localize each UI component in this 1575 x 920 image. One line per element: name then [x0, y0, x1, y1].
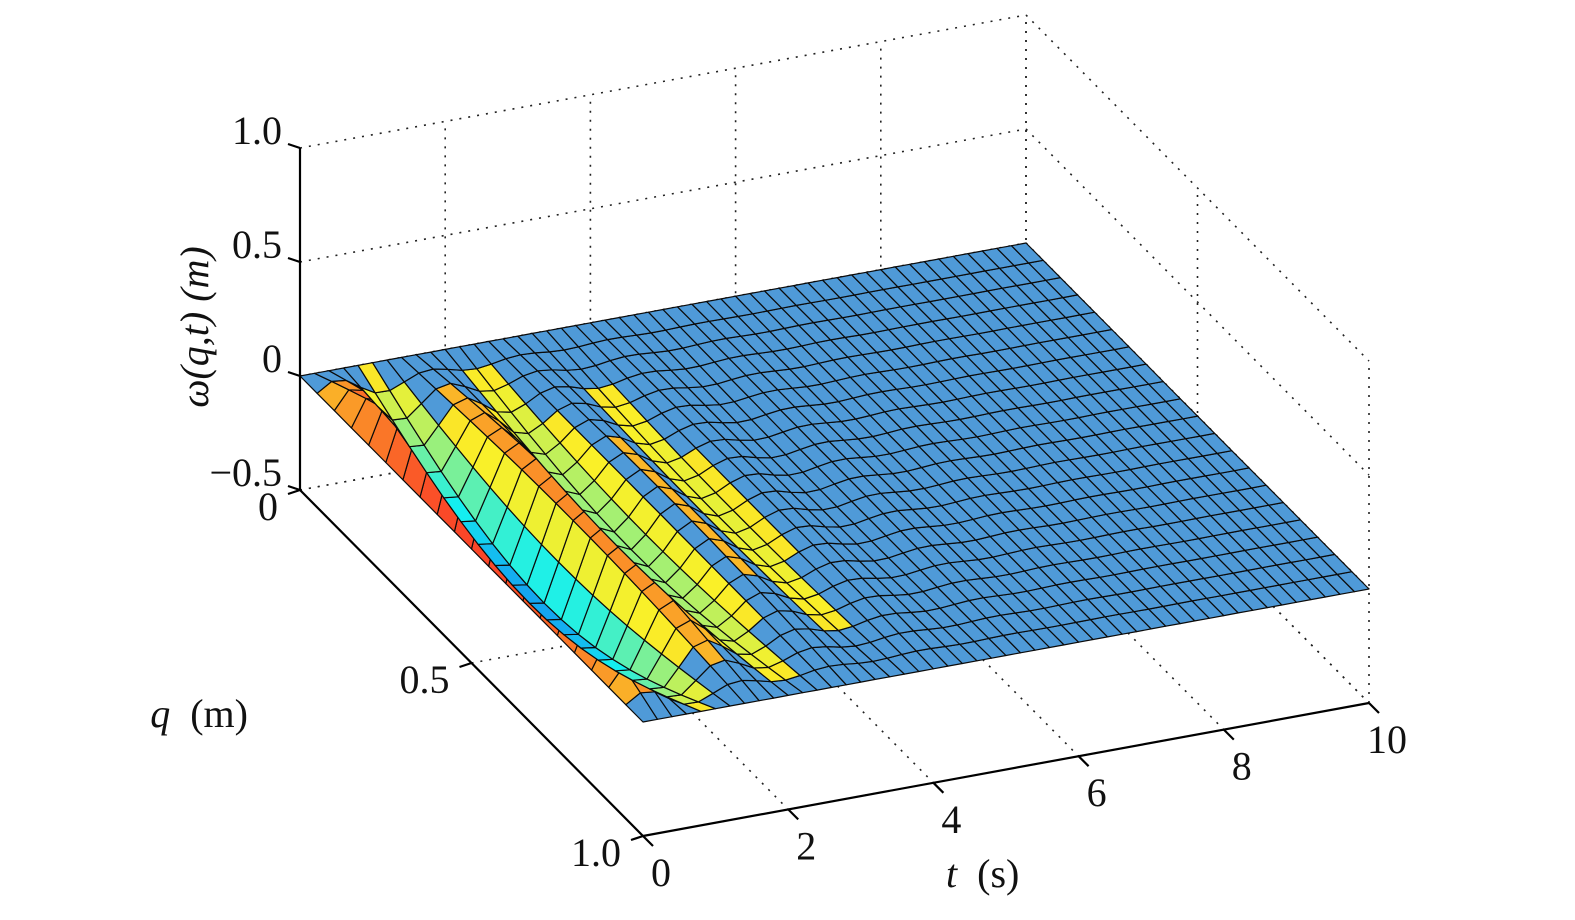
t-tick-label: 8 [1232, 744, 1252, 789]
t-tick-mark [787, 808, 799, 821]
t-axis-unit: (s) [977, 851, 1019, 896]
q-axis-label: q (m) [150, 691, 248, 736]
z-tick-label: 0 [262, 336, 282, 381]
grid-line-z-back-3 [299, 14, 1027, 149]
t-tick-mark [1077, 755, 1090, 767]
t-tick-label: 6 [1087, 770, 1107, 815]
surface-mesh [299, 242, 1370, 723]
q-axis-variable: q [150, 691, 170, 736]
z-tick-mark [287, 370, 301, 378]
grid-line-z-back-2 [299, 128, 1027, 263]
z-tick-label: 1.0 [232, 108, 282, 153]
t-tick-mark [1368, 702, 1380, 714]
grid-line-z-side-3 [1025, 14, 1370, 362]
grid-line-z-side-2 [1025, 128, 1370, 476]
q-tick-label: 0 [258, 484, 278, 529]
z-tick-label: 0.5 [232, 222, 282, 267]
q-tick-mark [630, 834, 644, 842]
z-tick-mark [287, 256, 301, 264]
t-axis-label: t (s) [946, 851, 1019, 896]
t-tick-label: 2 [796, 823, 816, 868]
labels-layer: ω(q,t) (m) q (m) t (s) [150, 246, 1019, 896]
q-axis-unit: (m) [190, 691, 248, 736]
t-tick-mark [642, 835, 654, 847]
t-tick-mark [1223, 728, 1235, 741]
t-tick-mark [932, 782, 945, 794]
surface-face [1010, 242, 1044, 264]
t-tick-label: 10 [1367, 717, 1407, 762]
t-tick-label: 0 [651, 850, 671, 895]
q-tick-label: 1.0 [571, 830, 621, 875]
q-tick-mark [459, 661, 472, 669]
z-axis-label: ω(q,t) (m) [172, 246, 217, 408]
z-tick-label: −0.5 [209, 450, 282, 495]
q-tick-mark [287, 488, 301, 496]
z-tick-mark [287, 142, 301, 150]
q-tick-label: 0.5 [400, 657, 450, 702]
t-axis-line [642, 701, 1370, 838]
t-tick-label: 4 [941, 797, 961, 842]
t-axis-variable: t [946, 851, 958, 896]
z-tick-mark [287, 484, 301, 492]
